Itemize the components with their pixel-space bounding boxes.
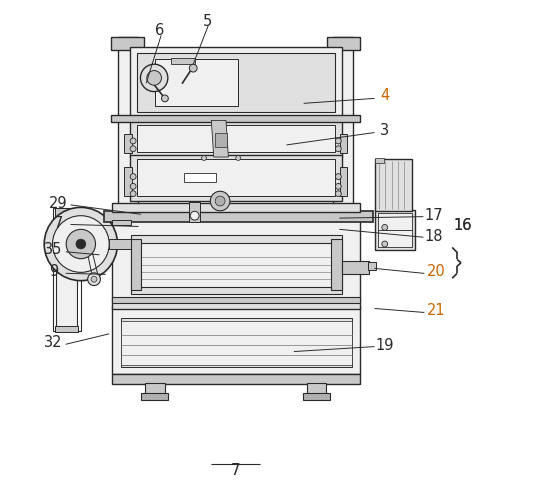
Text: 16: 16 [454, 218, 472, 233]
Bar [52, 208, 81, 331]
Bar [303, 393, 330, 400]
Bar [146, 383, 165, 394]
Text: 4: 4 [380, 89, 389, 103]
Bar [121, 318, 351, 367]
Bar [155, 59, 238, 106]
Bar [109, 239, 131, 249]
Bar [141, 393, 169, 400]
Bar [112, 220, 131, 225]
Bar [111, 37, 144, 49]
Bar [112, 299, 361, 309]
Bar [111, 115, 361, 122]
Text: 3: 3 [380, 122, 389, 138]
Bar [112, 306, 361, 374]
Bar [55, 326, 79, 332]
Bar [136, 125, 335, 152]
Circle shape [335, 183, 341, 189]
Bar [131, 235, 342, 294]
Bar [136, 53, 335, 112]
Circle shape [52, 216, 109, 272]
Circle shape [215, 196, 225, 206]
Circle shape [210, 191, 230, 211]
Text: 19: 19 [376, 338, 394, 353]
Circle shape [147, 71, 162, 85]
Circle shape [130, 191, 136, 196]
Bar [171, 58, 195, 64]
Bar [112, 297, 361, 303]
Circle shape [130, 183, 136, 189]
Circle shape [66, 229, 96, 259]
Text: 7: 7 [54, 216, 63, 230]
Circle shape [382, 241, 388, 247]
Bar [112, 219, 361, 300]
Bar [368, 262, 377, 270]
Bar [378, 230, 412, 247]
Bar [131, 239, 141, 290]
Bar [185, 172, 216, 182]
Circle shape [202, 156, 207, 160]
Text: 17: 17 [424, 208, 443, 223]
Circle shape [236, 156, 241, 160]
Text: 16: 16 [454, 218, 472, 233]
Circle shape [335, 146, 341, 152]
Circle shape [76, 239, 86, 249]
Text: 29: 29 [49, 196, 68, 211]
Circle shape [382, 224, 388, 230]
Circle shape [162, 95, 169, 102]
Bar [129, 121, 342, 157]
Bar [340, 167, 347, 196]
Bar [56, 211, 77, 328]
Circle shape [141, 64, 168, 92]
Text: 6: 6 [155, 24, 165, 39]
Bar [327, 37, 361, 49]
Circle shape [130, 146, 136, 152]
Bar [375, 159, 411, 211]
Circle shape [335, 191, 341, 196]
Bar [307, 383, 326, 394]
Text: 32: 32 [44, 335, 63, 350]
Bar [112, 203, 361, 212]
Text: 18: 18 [424, 229, 443, 244]
Bar [55, 208, 79, 216]
Circle shape [88, 273, 101, 286]
Bar [129, 155, 342, 201]
Circle shape [130, 138, 136, 144]
Bar [340, 134, 347, 153]
Bar [331, 239, 342, 290]
Bar [215, 133, 227, 147]
Circle shape [335, 173, 341, 179]
Bar [327, 211, 358, 220]
Polygon shape [211, 121, 228, 157]
Circle shape [335, 138, 341, 144]
Bar [104, 211, 372, 221]
Circle shape [44, 207, 118, 281]
Bar [124, 134, 132, 153]
Circle shape [91, 276, 97, 282]
Bar [378, 213, 412, 230]
Text: 35: 35 [44, 243, 63, 257]
Bar [129, 47, 342, 118]
Bar [112, 373, 361, 384]
Text: 20: 20 [427, 265, 446, 279]
Bar [118, 37, 138, 218]
Bar [136, 159, 335, 196]
Circle shape [130, 173, 136, 179]
Bar [375, 158, 384, 163]
Bar [189, 202, 200, 221]
Bar [124, 167, 132, 196]
Bar [375, 210, 415, 250]
Text: 5: 5 [203, 14, 212, 29]
Text: 7: 7 [231, 463, 241, 478]
Circle shape [189, 64, 197, 72]
Bar [342, 261, 369, 274]
Text: 9: 9 [49, 265, 58, 279]
Text: 21: 21 [427, 303, 445, 318]
Circle shape [190, 211, 199, 220]
Bar [140, 243, 333, 287]
Bar [112, 211, 143, 220]
Bar [333, 37, 353, 218]
Bar [121, 321, 351, 365]
